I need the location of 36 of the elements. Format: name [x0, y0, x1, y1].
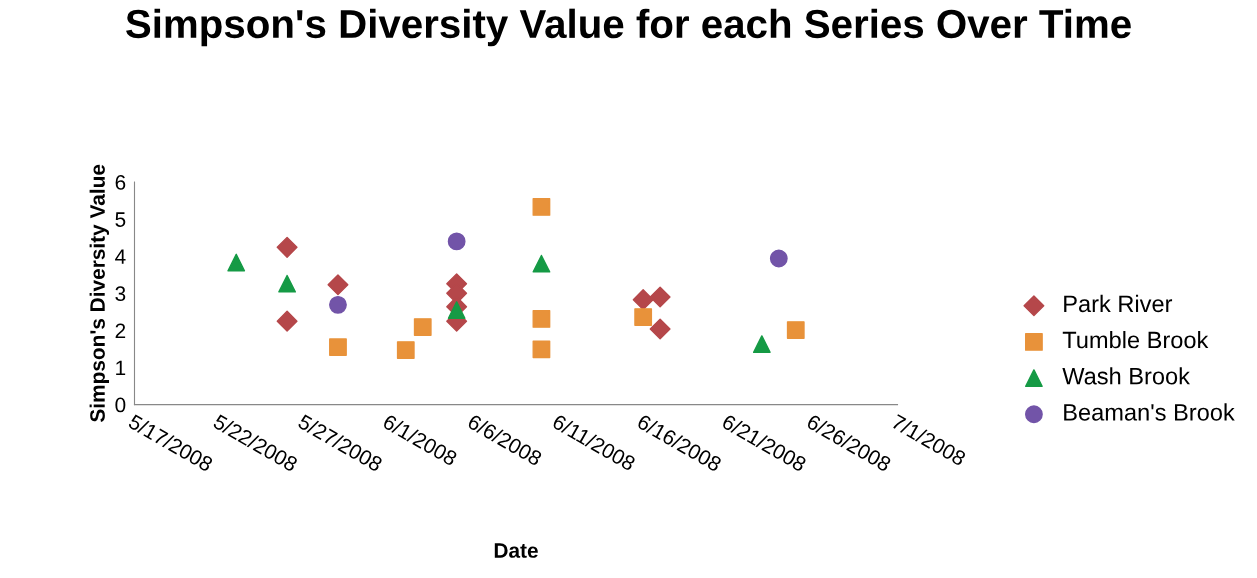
- point: [532, 340, 551, 359]
- point: [752, 335, 771, 354]
- point: [447, 301, 466, 319]
- point: [276, 310, 298, 332]
- point: [227, 253, 246, 272]
- y-tick-label: 1: [116, 360, 126, 376]
- point: [532, 310, 551, 328]
- point: [413, 318, 432, 336]
- point: [649, 318, 671, 340]
- point: [327, 274, 349, 296]
- point: [447, 232, 466, 251]
- point: [329, 338, 347, 357]
- point: [634, 308, 653, 326]
- y-tick-label: 4: [115, 249, 126, 264]
- y-axis-title: Simpson's Diversity Value: [89, 164, 110, 422]
- legend-label: Beaman's Brook: [1064, 403, 1235, 421]
- point: [649, 286, 671, 308]
- legend-label: Wash Brook: [1062, 367, 1190, 385]
- legend-label: Park River: [1064, 294, 1173, 313]
- y-tick-label: 2: [115, 323, 126, 338]
- point: [532, 198, 551, 216]
- point: [278, 274, 297, 293]
- point: [786, 321, 805, 339]
- y-tick-label: 6: [115, 175, 126, 190]
- y-tick-label: 5: [115, 212, 126, 227]
- point: [329, 295, 347, 314]
- point: [532, 254, 551, 273]
- point: [276, 236, 298, 258]
- y-tick-label: 3: [115, 286, 126, 302]
- chart-title: Simpson's Diversity Value for each Series Over Time: [126, 8, 1131, 47]
- point: [396, 341, 415, 359]
- point: [632, 289, 654, 311]
- legend-label: Tumble Brook: [1062, 331, 1209, 349]
- point: [769, 249, 788, 268]
- y-tick-label: 0: [115, 397, 126, 413]
- x-axis-title: Date: [494, 543, 538, 558]
